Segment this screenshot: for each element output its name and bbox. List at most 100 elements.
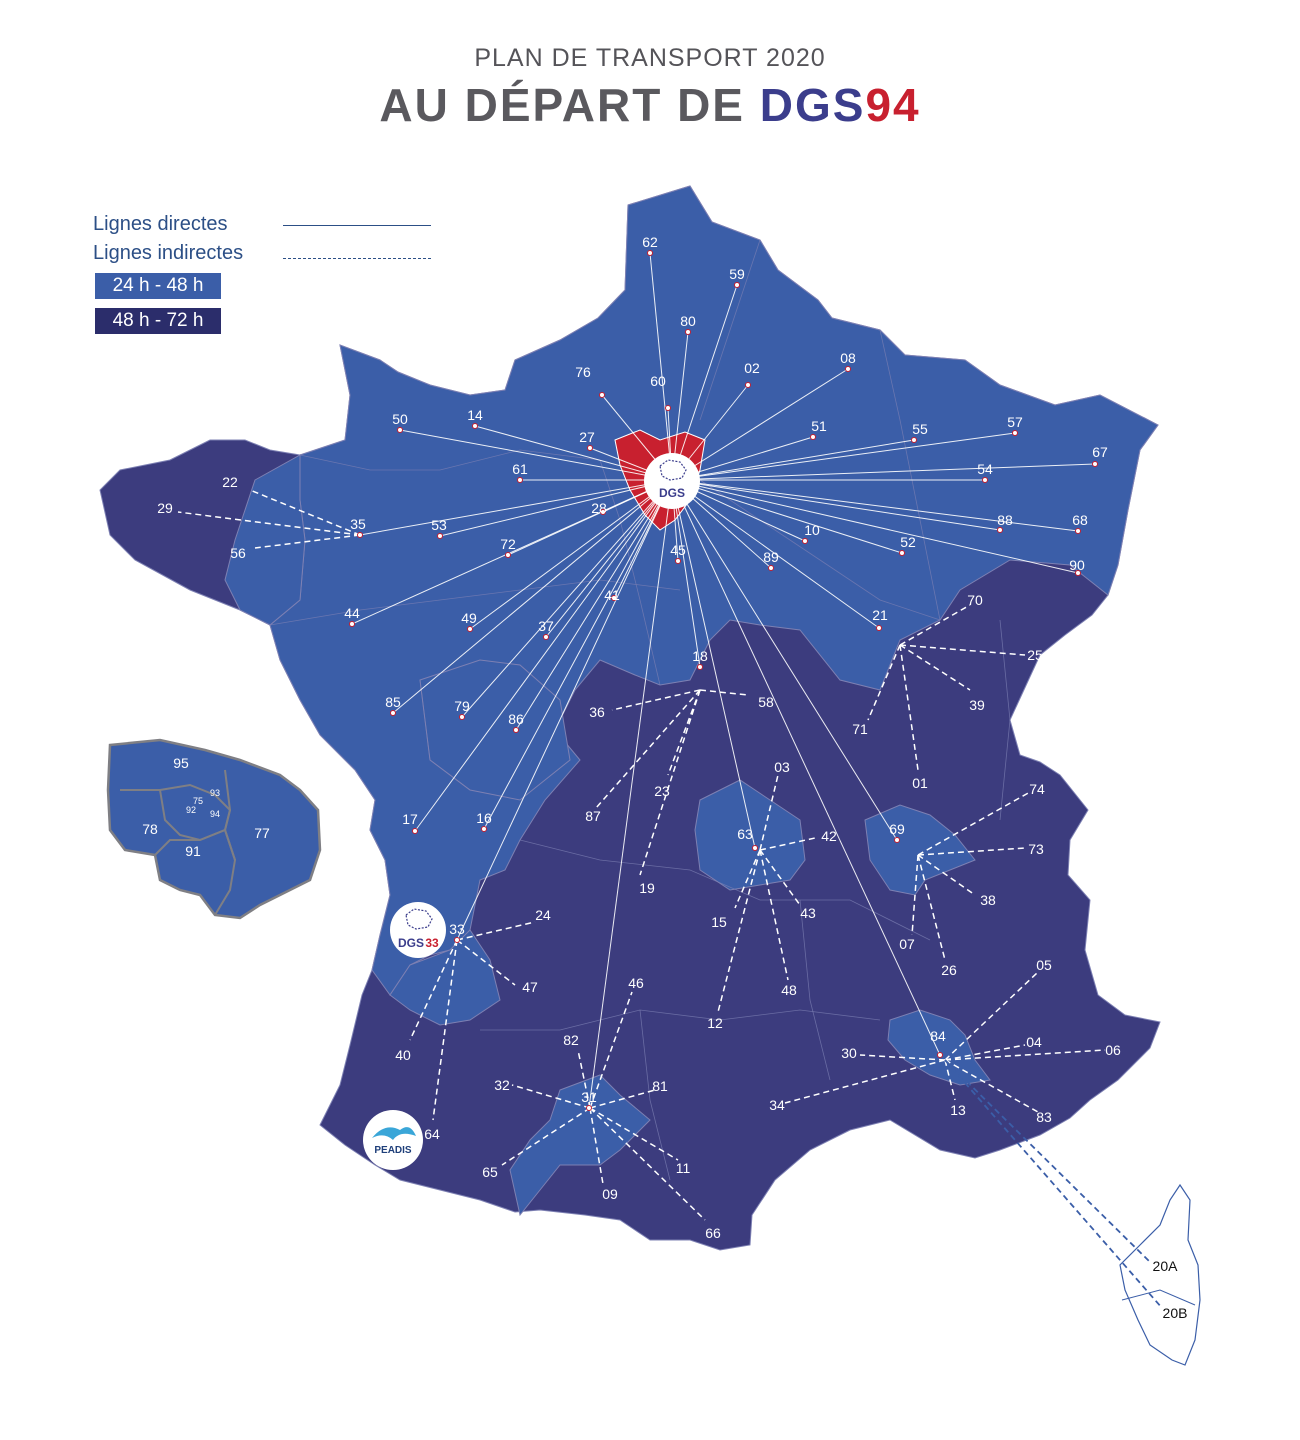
idf-label-94: 94 [210,809,220,819]
label-85: 85 [385,694,401,710]
marker-54 [982,477,988,483]
indirect-line-63-43 [759,849,801,906]
direct-line-50 [399,429,673,481]
label-25: 25 [1027,647,1043,663]
direct-line-69 [671,479,898,841]
title-prefix: AU DÉPART DE [379,79,760,131]
direct-line-16 [483,479,673,830]
direct-line-57 [671,432,1016,481]
label-14: 14 [467,407,483,423]
label-82: 82 [563,1032,579,1048]
label-69: 69 [889,821,905,837]
label-17: 17 [402,811,418,827]
label-70: 70 [967,592,983,608]
label-87: 87 [585,808,601,824]
label-15: 15 [711,914,727,930]
indirect-line-31-46 [589,991,633,1109]
department-border-6 [480,1009,881,1031]
indirect-line-21-01 [899,644,919,771]
indirect-line-84-30 [859,1054,946,1061]
label-67: 67 [1092,444,1108,460]
department-border-3 [699,479,941,621]
label-45: 45 [670,542,686,558]
marker-33 [454,937,460,943]
label-43: 43 [800,905,816,921]
label-41: 41 [604,587,620,603]
direct-line-55 [671,439,915,481]
label-74: 74 [1029,781,1045,797]
label-58: 58 [758,694,774,710]
marker-84 [937,1052,943,1058]
label-89: 89 [763,549,779,565]
marker-57 [1012,430,1018,436]
idf-label-95: 95 [173,755,189,771]
title-brand-94: 94 [865,79,921,131]
marker-21 [876,625,882,631]
label-50: 50 [392,411,408,427]
label-88: 88 [997,512,1013,528]
label-57: 57 [1007,414,1023,430]
route-lines [177,252,1163,1309]
label-31: 31 [581,1089,597,1105]
dgs33-logo-text: DGS [398,936,424,950]
label-79: 79 [454,698,470,714]
marker-17 [412,828,418,834]
label-24: 24 [535,907,551,923]
marker-50 [397,427,403,433]
label-40: 40 [395,1047,411,1063]
legend-indirect-line [283,258,431,259]
department-border-7 [639,1009,671,1181]
direct-line-14 [474,425,673,481]
marker-37 [543,634,549,640]
peadis-logo-text: PEADIS [374,1145,412,1156]
corsica-border [1121,1289,1196,1306]
department-border-4 [699,239,761,421]
marker-72 [505,552,511,558]
direct-line-08 [671,368,849,481]
indirect-line-31-32 [511,1084,591,1109]
marker-28 [600,509,606,515]
label-20A: 20A [1153,1258,1179,1274]
marker-85 [390,710,396,716]
department-border-5 [519,839,931,941]
label-46: 46 [628,975,644,991]
marker-31 [586,1105,592,1111]
idf-label-91: 91 [185,843,201,859]
label-53: 53 [431,517,447,533]
label-36: 36 [589,704,605,720]
marker-86 [513,727,519,733]
label-48: 48 [781,982,797,998]
label-63: 63 [737,826,753,842]
department-border-0 [299,449,601,471]
marker-59 [734,282,740,288]
label-72: 72 [500,536,516,552]
label-11: 11 [676,1160,691,1176]
dgs94-logo-badge [644,453,700,509]
zone-gironde [389,929,501,1026]
label-07: 07 [899,936,915,952]
legend-direct-line [283,225,431,226]
label-02: 02 [744,360,760,376]
direct-line-68 [671,479,1079,532]
label-23: 23 [654,783,670,799]
label-80: 80 [680,313,696,329]
label-35: 35 [350,516,366,532]
label-64: 64 [424,1126,440,1142]
marker-69 [894,837,900,843]
zone-bretagne-east [224,454,306,626]
direct-line-62 [649,252,673,481]
label-08: 08 [840,350,856,366]
label-62: 62 [642,234,658,250]
corsica-outline [1119,1183,1201,1366]
label-12: 12 [707,1015,723,1031]
label-04: 04 [1026,1034,1042,1050]
marker-61 [517,477,523,483]
label-68: 68 [1072,512,1088,528]
indirect-line-84-20A [944,1059,1151,1263]
marker-88 [997,527,1003,533]
idf-label-75: 75 [193,796,203,806]
direct-line-67 [671,463,1096,481]
indirect-line-21-71 [867,644,901,721]
direct-line-35 [359,479,673,536]
